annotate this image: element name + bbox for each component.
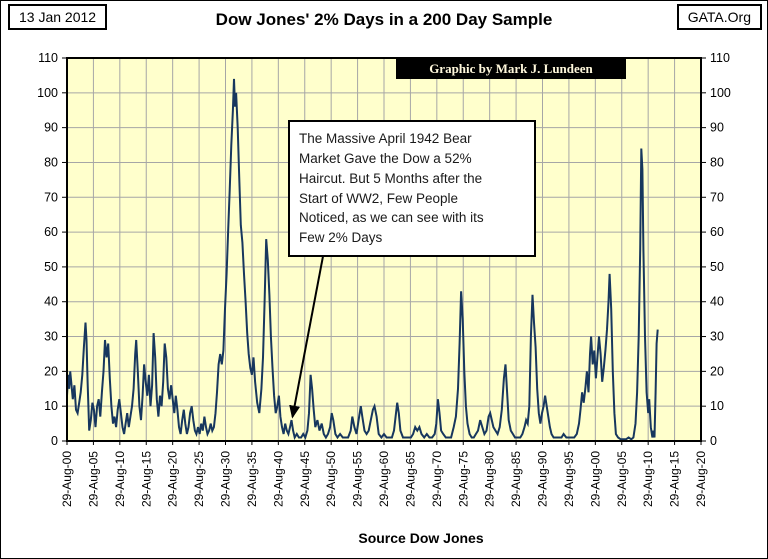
x-axis-tick-label: 29-Aug-25 bbox=[192, 451, 206, 507]
y-axis-tick-label: 40 bbox=[44, 295, 58, 309]
x-axis-tick-label: 29-Aug-80 bbox=[483, 451, 497, 507]
annotation-arrow bbox=[289, 250, 325, 419]
x-axis-tick-label: 29-Aug-55 bbox=[351, 451, 365, 507]
x-axis-tick-label: 29-Aug-30 bbox=[219, 451, 233, 507]
x-axis-tick-label: 29-Aug-05 bbox=[615, 451, 629, 507]
x-axis-tick-label: 29-Aug-20 bbox=[166, 451, 180, 507]
annotation-box: The Massive April 1942 Bear Market Gave … bbox=[288, 120, 536, 258]
y-axis-tick-label: 110 bbox=[710, 51, 730, 65]
annotation-line: Haircut. But 5 Months after the bbox=[299, 170, 483, 186]
annotation-line: Few 2% Days bbox=[299, 230, 383, 246]
x-axis-tick-label: 29-Aug-50 bbox=[324, 451, 338, 507]
y-axis-tick-label: 30 bbox=[44, 330, 58, 344]
x-axis-tick-label: 29-Aug-10 bbox=[113, 451, 127, 507]
y-axis-tick-label: 50 bbox=[710, 260, 724, 274]
site-name: GATA.Org bbox=[687, 9, 751, 25]
site-box: GATA.Org bbox=[676, 4, 762, 30]
y-axis-tick-label: 0 bbox=[710, 434, 717, 448]
x-axis-tick-label: 29-Aug-15 bbox=[668, 451, 682, 507]
annotation-line: Noticed, as we can see with its bbox=[299, 210, 484, 226]
y-axis-tick-label: 30 bbox=[710, 330, 724, 344]
source-label: Source Dow Jones bbox=[358, 530, 484, 546]
y-axis-tick-label: 60 bbox=[710, 225, 724, 239]
y-axis-tick-label: 110 bbox=[38, 51, 58, 65]
date-box: 13 Jan 2012 bbox=[8, 4, 108, 30]
x-axis-tick-label: 29-Aug-40 bbox=[271, 451, 285, 507]
y-axis-tick-label: 100 bbox=[710, 86, 731, 100]
y-axis-tick-label: 0 bbox=[51, 434, 58, 448]
x-axis-tick-label: 29-Aug-85 bbox=[509, 451, 523, 507]
x-axis-tick-label: 29-Aug-60 bbox=[377, 451, 391, 507]
x-axis-tick-label: 29-Aug-10 bbox=[641, 451, 655, 507]
x-axis-tick-label: 29-Aug-65 bbox=[403, 451, 417, 507]
x-axis-tick-label: 29-Aug-05 bbox=[86, 451, 100, 507]
y-axis-tick-label: 10 bbox=[44, 399, 58, 413]
data-series-line bbox=[66, 78, 659, 441]
x-axis-tick-label: 29-Aug-45 bbox=[298, 451, 312, 507]
annotation-line: Start of WW2, Few People bbox=[299, 190, 459, 206]
x-axis-tick-label: 29-Aug-35 bbox=[245, 451, 259, 507]
y-axis-tick-label: 90 bbox=[710, 121, 724, 135]
x-axis-tick-label: 29-Aug-20 bbox=[694, 451, 708, 507]
y-axis-tick-label: 50 bbox=[44, 260, 58, 274]
report-date: 13 Jan 2012 bbox=[19, 9, 97, 25]
x-axis-tick-label: 29-Aug-00 bbox=[60, 451, 74, 507]
x-axis-tick-label: 29-Aug-75 bbox=[456, 451, 470, 507]
x-axis-tick-label: 29-Aug-90 bbox=[536, 451, 550, 507]
x-axis-tick-label: 29-Aug-70 bbox=[430, 451, 444, 507]
y-axis-tick-label: 70 bbox=[44, 190, 58, 204]
y-axis-tick-label: 60 bbox=[44, 225, 58, 239]
page-title: Dow Jones' 2% Days in a 200 Day Sample bbox=[215, 10, 553, 29]
credit-badge: Graphic by Mark J. Lundeen bbox=[396, 58, 626, 79]
y-axis-tick-label: 20 bbox=[710, 364, 724, 378]
x-axis-tick-label: 29-Aug-15 bbox=[139, 451, 153, 507]
x-axis-tick-label: 29-Aug-95 bbox=[562, 451, 576, 507]
y-axis-tick-label: 100 bbox=[37, 86, 58, 100]
y-axis-tick-label: 70 bbox=[710, 190, 724, 204]
y-axis-tick-label: 90 bbox=[44, 121, 58, 135]
y-axis-tick-label: 10 bbox=[710, 399, 724, 413]
annotation-line: Market Gave the Dow a 52% bbox=[299, 150, 472, 166]
x-axis-tick-label: 29-Aug-00 bbox=[588, 451, 602, 507]
y-axis-tick-label: 80 bbox=[44, 155, 58, 169]
annotation-line: The Massive April 1942 Bear bbox=[299, 131, 472, 146]
y-axis-tick-label: 40 bbox=[710, 295, 724, 309]
y-axis-tick-label: 80 bbox=[710, 155, 724, 169]
y-axis-tick-label: 20 bbox=[44, 364, 58, 378]
